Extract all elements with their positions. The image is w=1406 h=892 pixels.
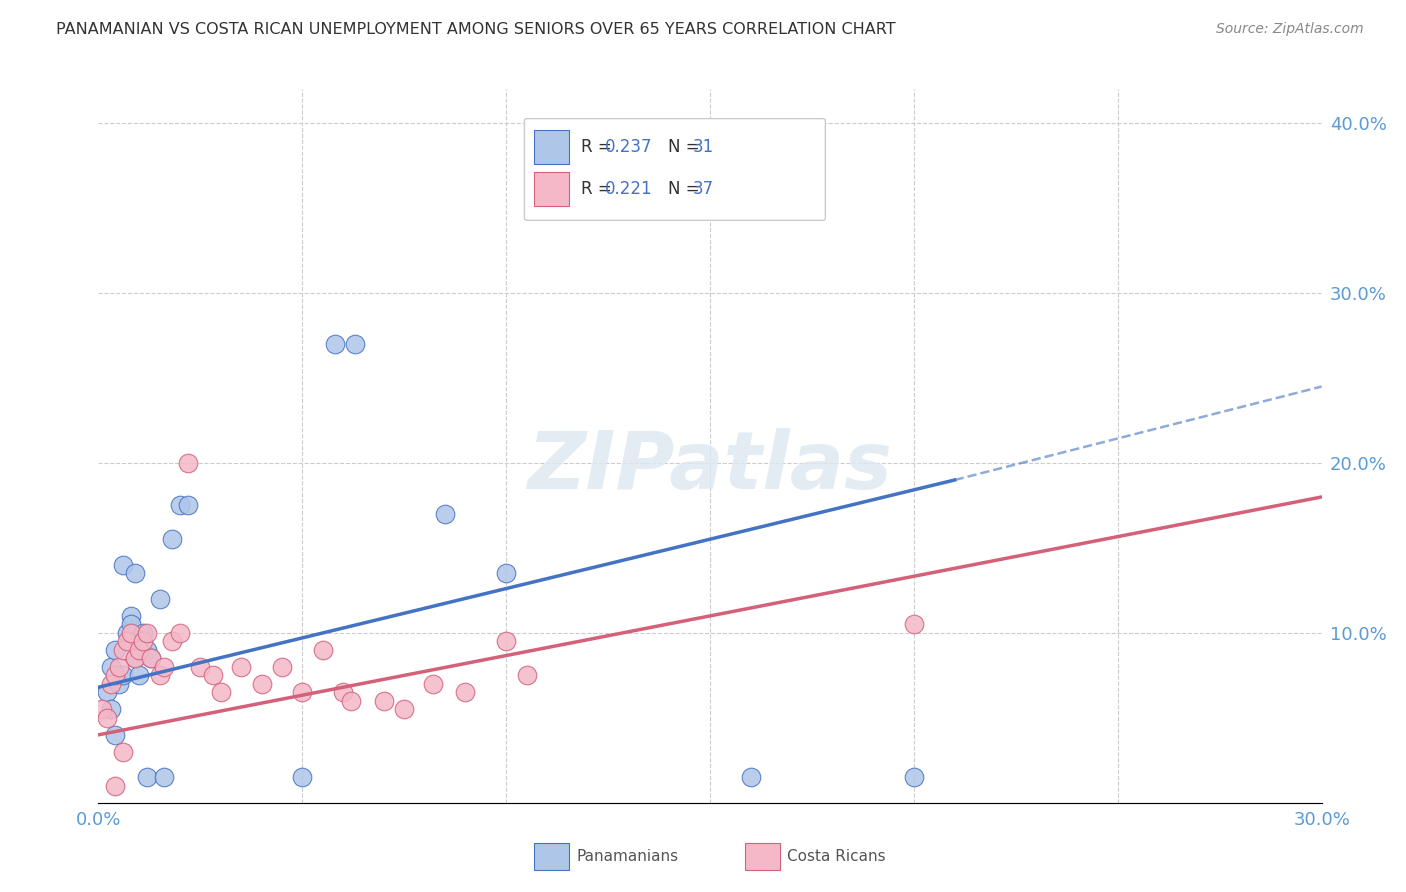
Text: ZIPatlas: ZIPatlas [527,428,893,507]
Text: Source: ZipAtlas.com: Source: ZipAtlas.com [1216,22,1364,37]
Point [903,770,925,784]
Point [740,770,762,784]
Point [323,337,346,351]
Point [120,608,142,623]
Point [128,643,150,657]
Point [96,685,118,699]
Point [124,651,146,665]
Point [124,651,146,665]
Point [903,617,925,632]
Point [132,626,155,640]
Point [115,634,138,648]
Point [169,626,191,640]
Point [111,558,134,572]
Point [291,770,314,784]
Point [149,668,172,682]
Point [120,626,142,640]
Point [100,660,122,674]
Text: N =: N = [668,180,704,198]
Point [516,668,538,682]
Point [104,779,127,793]
Point [160,634,183,648]
Point [100,702,122,716]
Point [344,337,367,351]
Point [231,660,253,674]
Point [111,643,134,657]
Point [141,651,163,665]
Text: R =: R = [581,180,617,198]
Point [136,643,159,657]
Point [177,456,200,470]
Point [104,728,127,742]
Point [188,660,212,674]
Point [108,660,131,674]
Text: 0.221: 0.221 [605,180,652,198]
Point [149,591,172,606]
Point [422,677,444,691]
Point [141,651,163,665]
Point [120,617,142,632]
Point [434,507,457,521]
Point [100,677,122,691]
Point [111,745,134,759]
Text: PANAMANIAN VS COSTA RICAN UNEMPLOYMENT AMONG SENIORS OVER 65 YEARS CORRELATION C: PANAMANIAN VS COSTA RICAN UNEMPLOYMENT A… [56,22,896,37]
Point [111,668,134,682]
Point [160,533,183,547]
Point [124,566,146,581]
Point [152,660,174,674]
Point [332,685,354,699]
Point [270,660,294,674]
Text: Costa Ricans: Costa Ricans [787,849,886,863]
Point [136,626,159,640]
Point [291,685,314,699]
Point [392,702,416,716]
Point [373,694,395,708]
Point [128,634,150,648]
Point [96,711,118,725]
Point [340,694,363,708]
Point [104,668,127,682]
Text: R =: R = [581,138,617,156]
Point [152,770,174,784]
Point [169,499,191,513]
Point [128,668,150,682]
Point [201,668,224,682]
Point [136,770,159,784]
Text: Panamanians: Panamanians [576,849,679,863]
Point [104,643,127,657]
Point [177,499,200,513]
Point [108,677,131,691]
Point [454,685,477,699]
Text: N =: N = [668,138,704,156]
Text: 31: 31 [693,138,714,156]
Point [250,677,273,691]
Point [115,626,138,640]
Point [495,566,517,581]
Point [91,702,114,716]
Point [495,634,517,648]
Point [312,643,335,657]
Text: 37: 37 [693,180,714,198]
Point [209,685,232,699]
Text: 0.237: 0.237 [605,138,652,156]
Point [132,634,155,648]
